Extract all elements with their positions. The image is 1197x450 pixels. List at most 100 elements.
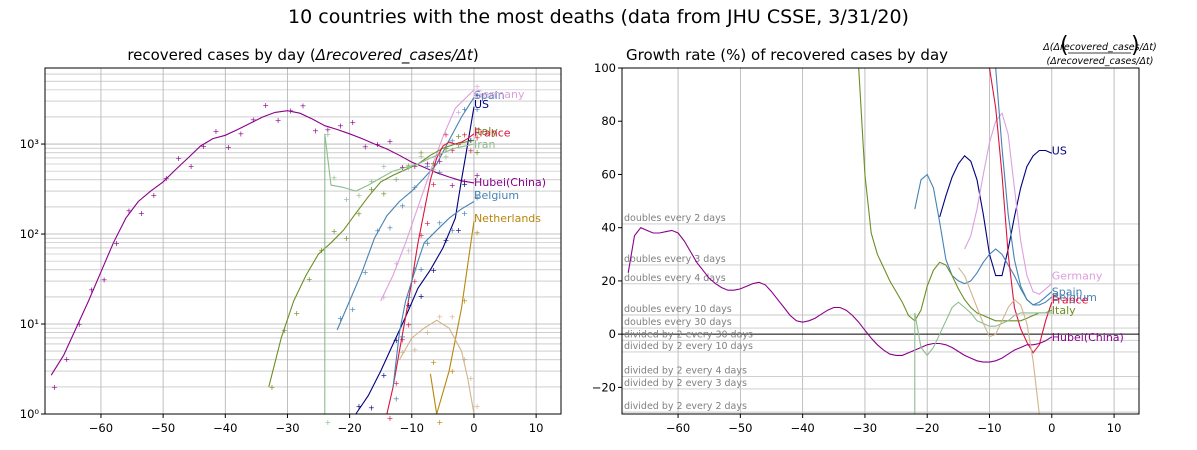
left-data-point: +	[474, 402, 481, 411]
right-reference-lines: doubles every 2 days doubles every 3 days…	[622, 213, 1139, 413]
left-data-point: +	[449, 226, 456, 235]
left-data-point: +	[436, 418, 443, 427]
left-series-line-iran	[324, 133, 475, 414]
right-xtick-label: −20	[915, 421, 939, 435]
right-reference-label: divided by 2 every 30 days	[624, 329, 753, 340]
left-data-point: +	[337, 314, 344, 323]
left-data-point: +	[468, 146, 475, 155]
left-data-point: +	[449, 312, 456, 321]
left-data-point: +	[418, 265, 425, 274]
left-ytick-label: 10¹	[20, 317, 39, 331]
left-data-point: +	[474, 128, 481, 137]
left-series-line-germany	[380, 89, 475, 302]
left-data-point: +	[449, 367, 456, 376]
right-ytick-label: −20	[592, 380, 616, 394]
left-series-label-iran: Iran	[474, 138, 496, 151]
left-data-point: +	[312, 127, 319, 136]
left-data-point: +	[455, 140, 462, 149]
left-data-point: +	[399, 333, 406, 342]
left-data-point: +	[474, 91, 481, 100]
left-data-point: +	[380, 162, 387, 171]
left-data-point: +	[430, 180, 437, 189]
right-xtick-label: −40	[790, 421, 814, 435]
left-data-point: +	[387, 223, 394, 232]
left-data-point: +	[418, 148, 425, 157]
right-axes-frame	[621, 67, 1140, 415]
left-data-point: +	[418, 292, 425, 301]
right-reference-label: divided by 2 every 10 days	[624, 341, 753, 352]
left-data-point: +	[331, 173, 338, 182]
left-data-point: +	[200, 142, 207, 151]
left-data-point: +	[412, 162, 419, 171]
left-data-point: +	[461, 209, 468, 218]
left-series-label-germany: Germany	[474, 88, 525, 101]
left-data-point: +	[300, 101, 307, 110]
right-ytick-label: 20	[601, 274, 616, 288]
left-data-point: +	[443, 144, 450, 153]
left-data-point: +	[461, 355, 468, 364]
left-data-point: +	[325, 126, 332, 135]
left-xtick-label: −10	[400, 421, 424, 435]
left-data-point: +	[405, 321, 412, 330]
right-grid	[622, 68, 1139, 414]
left-series-label-belgium: Belgium	[474, 189, 519, 202]
left-data-point: +	[368, 403, 375, 412]
left-data-point: +	[461, 180, 468, 189]
left-data-point: +	[374, 226, 381, 235]
right-chart: Growth rate (%) of recovered cases by da…	[592, 33, 1157, 435]
left-data-point: +	[399, 335, 406, 344]
left-series-line-uk	[398, 319, 475, 415]
left-ytick-label: 10²	[20, 227, 39, 241]
left-data-point: +	[424, 328, 431, 337]
right-series-label-france: France	[1052, 294, 1089, 307]
left-data-point: +	[418, 203, 425, 212]
left-chart: recovered cases by day (Δrecovered_cases…	[20, 46, 562, 435]
right-reference-label: doubles every 10 days	[624, 304, 732, 315]
right-series-line-us	[939, 149, 1053, 277]
right-series-label-hubei-china: Hubei(China)	[1052, 331, 1124, 344]
left-data-point: +	[430, 159, 437, 168]
left-data-point: +	[443, 153, 450, 162]
left-data-point: +	[76, 320, 83, 329]
figure-suptitle: 10 countries with the most deaths (data …	[288, 6, 909, 28]
left-data-point: +	[443, 130, 450, 139]
left-xtick-label: 10	[529, 421, 544, 435]
left-data-point: +	[461, 177, 468, 186]
left-series-line-spain	[336, 97, 475, 331]
left-data-point: +	[349, 305, 356, 314]
left-ticks: −60 −50 −40 −30 −20 −10 0 10 10⁰ 10¹ 10² 10³	[20, 137, 544, 435]
right-series-line-spain	[995, 68, 1053, 306]
left-data-point: +	[430, 159, 437, 168]
left-data-point: +	[412, 277, 419, 286]
left-data-point: +	[412, 346, 419, 355]
left-data-point: +	[436, 218, 443, 227]
left-data-point: +	[213, 127, 220, 136]
left-data-point: +	[474, 194, 481, 203]
right-reference-label: divided by 2 every 2 days	[624, 401, 747, 412]
left-data-point: +	[399, 163, 406, 172]
right-series-label-belgium: Belgium	[1052, 291, 1097, 304]
left-data-point: +	[325, 130, 332, 139]
left-data-point: +	[424, 162, 431, 171]
left-data-point: +	[455, 226, 462, 235]
left-grid	[45, 67, 561, 415]
left-data-point: +	[424, 219, 431, 228]
left-data-point: +	[262, 101, 269, 110]
left-series-line-italy	[268, 139, 475, 388]
left-data-point: +	[101, 276, 108, 285]
left-axes-frame	[44, 67, 562, 415]
left-data-point: +	[424, 239, 431, 248]
right-series-label-spain: Spain	[1052, 286, 1083, 299]
left-data-point: +	[474, 82, 481, 91]
left-data-point: +	[443, 236, 450, 245]
left-data-point: +	[356, 209, 363, 218]
left-data-point: +	[449, 146, 456, 155]
left-data-point: +	[393, 175, 400, 184]
left-data-point: +	[318, 246, 325, 255]
right-xtick-label: 10	[1107, 421, 1122, 435]
right-series-label-italy: Italy	[1052, 304, 1076, 317]
left-data-point: +	[399, 348, 406, 357]
left-data-point: +	[405, 163, 412, 172]
left-data-point: +	[356, 402, 363, 411]
right-xtick-label: −30	[853, 421, 877, 435]
